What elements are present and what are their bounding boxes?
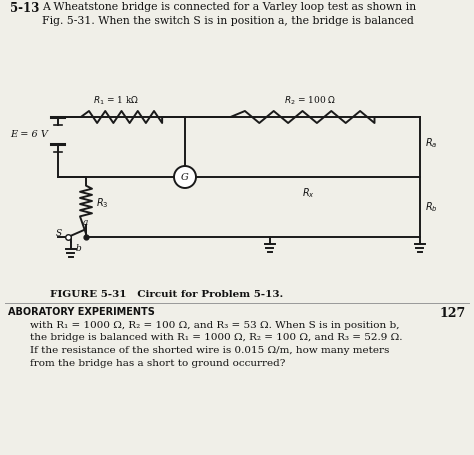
Text: 5-13: 5-13: [10, 2, 39, 15]
Text: $R_x$: $R_x$: [301, 186, 314, 200]
Text: G: G: [181, 172, 189, 182]
Text: $R_3$: $R_3$: [96, 196, 109, 210]
Text: S: S: [56, 229, 62, 238]
Text: with R₁ = 1000 Ω, R₂ = 100 Ω, and R₃ = 53 Ω. When S is in position b,
the bridge: with R₁ = 1000 Ω, R₂ = 100 Ω, and R₃ = 5…: [30, 321, 402, 368]
Text: $R_b$: $R_b$: [425, 200, 438, 214]
Text: A Wheatstone bridge is connected for a Varley loop test as shown in
Fig. 5-31. W: A Wheatstone bridge is connected for a V…: [42, 2, 416, 25]
Text: a: a: [82, 218, 88, 227]
Text: $R_1$ = 1 k$\Omega$: $R_1$ = 1 k$\Omega$: [93, 95, 140, 107]
Text: $R_2$ = 100 $\Omega$: $R_2$ = 100 $\Omega$: [284, 95, 337, 107]
Text: b: b: [76, 244, 82, 253]
Circle shape: [174, 166, 196, 188]
Text: 127: 127: [440, 307, 466, 320]
Text: FIGURE 5-31   Circuit for Problem 5-13.: FIGURE 5-31 Circuit for Problem 5-13.: [50, 290, 283, 299]
Text: E = 6 V: E = 6 V: [10, 130, 48, 139]
Text: $R_a$: $R_a$: [425, 136, 438, 150]
Text: ABORATORY EXPERIMENTS: ABORATORY EXPERIMENTS: [8, 307, 155, 317]
